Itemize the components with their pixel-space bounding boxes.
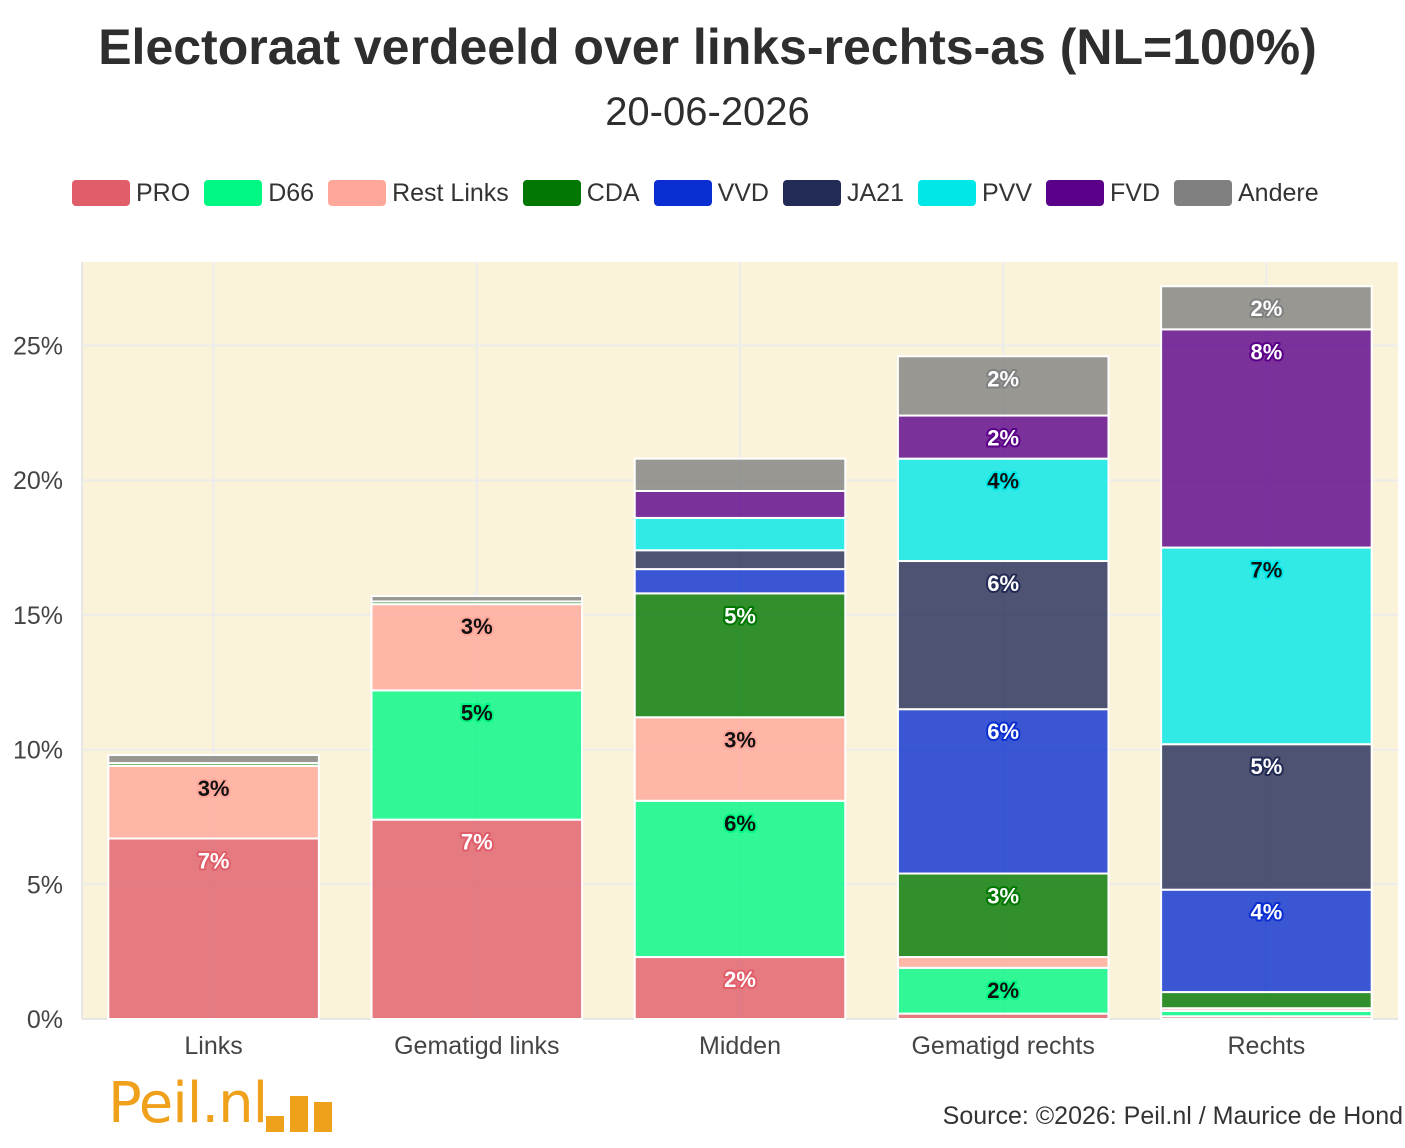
data-label: 5% (461, 700, 493, 725)
data-label: 2% (987, 366, 1019, 391)
legend-label: VVD (717, 178, 769, 207)
x-tick-label: Links (184, 1032, 242, 1060)
data-label: 7% (1251, 558, 1283, 583)
data-label: 5% (1251, 754, 1283, 779)
x-tick-label: Rechts (1227, 1032, 1305, 1060)
y-tick-label: 15% (13, 602, 63, 630)
source-credit: Source: ©2026: Peil.nl / Maurice de Hond (942, 1102, 1403, 1130)
legend-swatch (1174, 180, 1232, 206)
data-label: 6% (987, 571, 1019, 596)
legend-item-vvd[interactable]: VVD (653, 178, 769, 208)
bar-pvv-4 (1160, 546, 1373, 746)
legend: PRO D66 Rest Links CDA VVD JA21 PVV FVD Andere (72, 178, 1333, 208)
data-label: 2% (724, 967, 756, 992)
bar-d66-3 (896, 966, 1110, 1015)
bar-andere-1 (370, 595, 584, 603)
bar-pvv-2 (633, 516, 847, 552)
bar-d66-2 (633, 799, 847, 959)
legend-label: PVV (981, 178, 1032, 207)
bar-rest-links-2 (633, 716, 847, 802)
logo-bars-icon (266, 1084, 336, 1132)
data-label: 4% (1251, 900, 1283, 925)
data-label: 2% (1251, 296, 1283, 321)
bar-fvd-2 (633, 489, 847, 519)
legend-item-pvv[interactable]: PVV (917, 178, 1032, 208)
bar-andere-4 (1160, 285, 1373, 331)
legend-label: JA21 (846, 178, 904, 207)
bar-cda-2 (633, 592, 847, 719)
data-label: 2% (987, 978, 1019, 1003)
bar-andere-3 (896, 355, 1110, 417)
data-label: 7% (198, 849, 230, 874)
bar-ja21-2 (633, 549, 847, 571)
legend-label: CDA (586, 178, 640, 207)
data-label: 3% (987, 884, 1019, 909)
data-label: 8% (1251, 339, 1283, 364)
legend-item-ja21[interactable]: JA21 (782, 178, 904, 208)
peil-logo: Peil.nl (108, 1072, 338, 1136)
bar-fvd-4 (1160, 328, 1373, 549)
legend-label: Rest Links (392, 178, 509, 207)
legend-swatch (328, 180, 387, 206)
legend-label: D66 (268, 178, 315, 207)
chart-title: Electoraat verdeeld over links-rechts-as… (98, 19, 1317, 75)
legend-item-cda[interactable]: CDA (522, 178, 640, 208)
legend-item-andere[interactable]: Andere (1174, 179, 1319, 208)
legend-item-pro[interactable]: PRO (72, 179, 190, 208)
data-label: 3% (724, 727, 756, 752)
legend-label: Andere (1238, 178, 1319, 207)
bar-vvd-2 (633, 568, 847, 595)
legend-swatch (917, 180, 976, 206)
bar-andere-0 (107, 753, 320, 765)
legend-swatch (72, 180, 130, 206)
legend-swatch (204, 180, 263, 206)
x-tick-label: Gematigd rechts (911, 1032, 1094, 1060)
x-tick-label: Gematigd links (394, 1032, 559, 1060)
legend-label: FVD (1110, 178, 1160, 207)
chart-subtitle: 20-06-2026 (605, 90, 810, 134)
bar-cda-3 (896, 872, 1110, 959)
bar-cda-4 (1160, 991, 1373, 1010)
bar-rest-links-1 (370, 603, 584, 692)
data-label: 6% (724, 811, 756, 836)
data-label: 3% (198, 776, 230, 801)
bar-pvv-3 (896, 457, 1110, 563)
bar-vvd-4 (1160, 888, 1373, 994)
bar-rest-links-0 (107, 764, 320, 840)
bar-pro-2 (633, 956, 847, 1020)
legend-item-fvd[interactable]: FVD (1046, 179, 1160, 208)
legend-swatch (653, 180, 712, 206)
data-label: 2% (987, 426, 1019, 451)
bar-ja21-4 (1160, 743, 1373, 891)
y-tick-label: 20% (13, 467, 63, 495)
y-tick-label: 10% (13, 737, 63, 765)
y-tick-label: 25% (13, 333, 63, 361)
bar-pro-1 (370, 818, 584, 1021)
bar-ja21-3 (896, 560, 1110, 711)
legend-swatch (522, 180, 581, 206)
y-tick-label: 5% (27, 871, 63, 899)
legend-item-d66[interactable]: D66 (204, 179, 314, 208)
data-label: 6% (987, 719, 1019, 744)
legend-label: PRO (136, 178, 191, 207)
legend-swatch (1046, 180, 1104, 206)
bar-fvd-3 (896, 414, 1110, 460)
bar-rest-links-3 (896, 956, 1110, 969)
data-label: 4% (987, 469, 1019, 494)
y-tick-label: 0% (27, 1006, 63, 1034)
x-tick-label: Midden (699, 1032, 781, 1060)
bar-andere-2 (633, 457, 847, 492)
data-label: 5% (724, 603, 756, 628)
logo-text: Peil.nl (108, 1071, 268, 1136)
legend-swatch (782, 180, 841, 206)
data-label: 3% (461, 614, 493, 639)
bar-pro-0 (107, 837, 320, 1020)
data-label: 7% (461, 830, 493, 855)
legend-item-rest-links[interactable]: Rest Links (328, 179, 509, 208)
